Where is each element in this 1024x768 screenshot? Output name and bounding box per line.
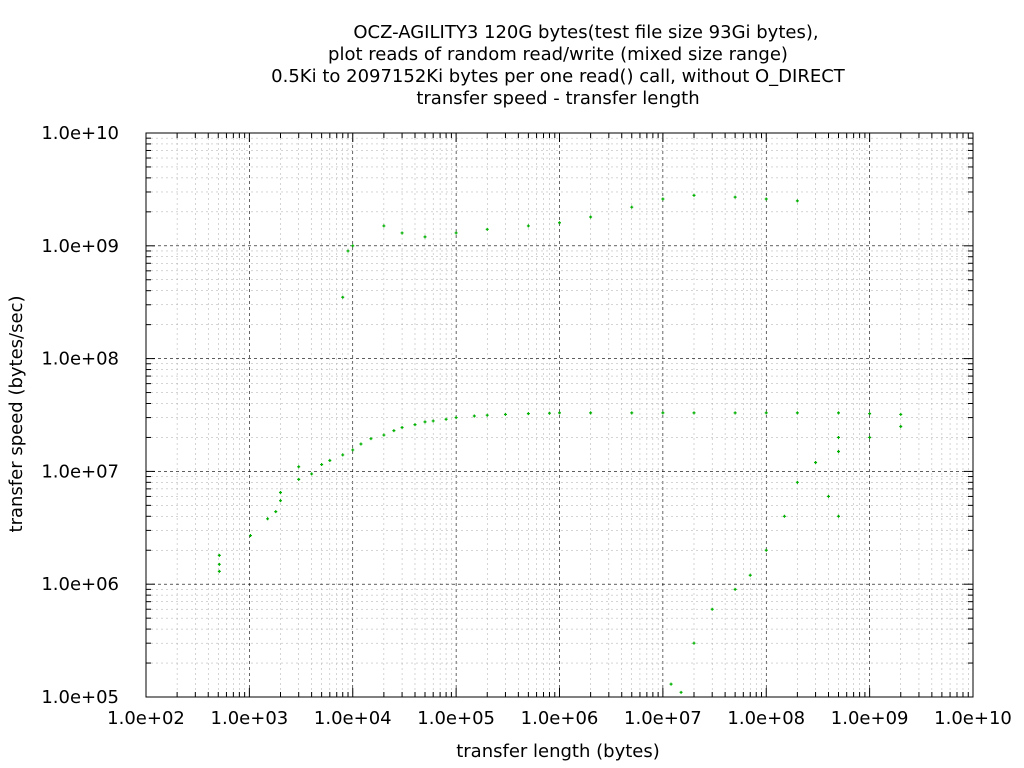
data-point <box>795 199 799 203</box>
data-point <box>423 235 427 239</box>
data-point <box>733 411 737 415</box>
x-tick-label: 1.0e+10 <box>934 708 1012 729</box>
data-point <box>274 510 278 514</box>
x-tick-label: 1.0e+05 <box>417 708 495 729</box>
data-point <box>503 412 507 416</box>
data-point <box>392 429 396 433</box>
data-point <box>692 193 696 197</box>
data-point <box>351 448 355 452</box>
data-point <box>351 244 355 248</box>
x-axis-label: transfer length (bytes) <box>456 741 660 762</box>
data-point <box>217 562 221 566</box>
data-point <box>297 465 301 469</box>
data-point <box>472 414 476 418</box>
data-point <box>692 411 696 415</box>
x-tick-label: 1.0e+03 <box>211 708 289 729</box>
data-point <box>558 411 561 415</box>
x-tick-label: 1.0e+02 <box>107 708 185 729</box>
data-point <box>630 205 634 209</box>
data-point <box>297 477 301 481</box>
data-point <box>837 514 841 518</box>
data-point <box>341 453 345 457</box>
y-tick-label: 1.0e+10 <box>41 123 119 144</box>
x-tick-label: 1.0e+06 <box>521 708 599 729</box>
data-point <box>431 419 435 423</box>
x-tick-label: 1.0e+09 <box>831 708 909 729</box>
data-point <box>868 412 872 416</box>
data-point <box>733 195 737 199</box>
data-point <box>526 412 530 416</box>
data-point <box>782 514 786 518</box>
data-points <box>217 193 903 694</box>
data-point <box>413 423 417 427</box>
data-point <box>589 215 593 219</box>
data-point <box>692 641 696 645</box>
data-point <box>266 517 270 521</box>
data-point <box>748 573 752 577</box>
data-point <box>868 435 872 439</box>
data-point <box>485 413 489 417</box>
data-point <box>547 411 551 415</box>
data-point <box>369 437 373 441</box>
data-point <box>679 690 683 694</box>
x-tick-label: 1.0e+08 <box>727 708 805 729</box>
grid <box>146 133 973 697</box>
data-point <box>764 197 768 201</box>
y-tick-label: 1.0e+08 <box>41 349 119 370</box>
y-tick-label: 1.0e+09 <box>41 236 119 257</box>
data-point <box>764 548 768 552</box>
data-point <box>710 607 714 611</box>
axis-ticks: 1.0e+02 1.0e+03 1.0e+04 1.0e+05 1.0e+06 1.0e+… <box>41 123 1012 729</box>
y-tick-label: 1.0e+06 <box>41 574 119 595</box>
data-point <box>400 231 404 235</box>
data-point <box>669 682 673 686</box>
data-point <box>661 197 665 201</box>
data-point <box>454 416 458 420</box>
data-point <box>248 534 252 538</box>
data-point <box>661 411 665 415</box>
data-point <box>589 411 593 415</box>
chart-title-line-2: plot reads of random read/write (mixed s… <box>328 44 788 65</box>
data-point <box>485 227 489 231</box>
data-point <box>795 480 799 484</box>
data-point <box>320 463 324 467</box>
data-point <box>526 224 530 228</box>
data-point <box>328 458 332 462</box>
data-point <box>795 411 799 415</box>
data-point <box>278 499 282 503</box>
y-tick-label: 1.0e+05 <box>41 687 119 708</box>
data-point <box>382 433 386 437</box>
data-point <box>826 494 830 498</box>
chart-title-line-4: transfer speed - transfer length <box>416 88 699 109</box>
data-point <box>454 231 458 235</box>
data-point <box>346 249 350 253</box>
data-point <box>423 420 427 424</box>
y-axis-label: transfer speed (bytes/sec) <box>6 296 27 533</box>
data-point <box>444 417 448 421</box>
data-point <box>217 553 221 557</box>
chart-title-line-3: 0.5Ki to 2097152Ki bytes per one read() … <box>271 66 846 87</box>
y-tick-label: 1.0e+07 <box>41 461 119 482</box>
data-point <box>837 450 841 454</box>
data-point <box>310 472 314 476</box>
data-point <box>217 569 221 573</box>
data-point <box>359 442 363 446</box>
data-point <box>400 426 404 430</box>
data-point <box>278 491 282 495</box>
data-point <box>341 295 345 299</box>
data-point <box>558 221 561 225</box>
x-tick-label: 1.0e+07 <box>624 708 702 729</box>
data-point <box>764 411 768 415</box>
chart-title-line-1: OCZ-AGILITY3 120G bytes(test file size 9… <box>353 22 818 43</box>
data-point <box>899 425 903 429</box>
data-point <box>382 224 386 228</box>
data-point <box>837 411 841 415</box>
data-point <box>837 435 841 439</box>
data-point <box>814 460 818 464</box>
x-tick-label: 1.0e+04 <box>314 708 392 729</box>
data-point <box>899 412 903 416</box>
data-point <box>630 411 634 415</box>
data-point <box>733 587 737 591</box>
